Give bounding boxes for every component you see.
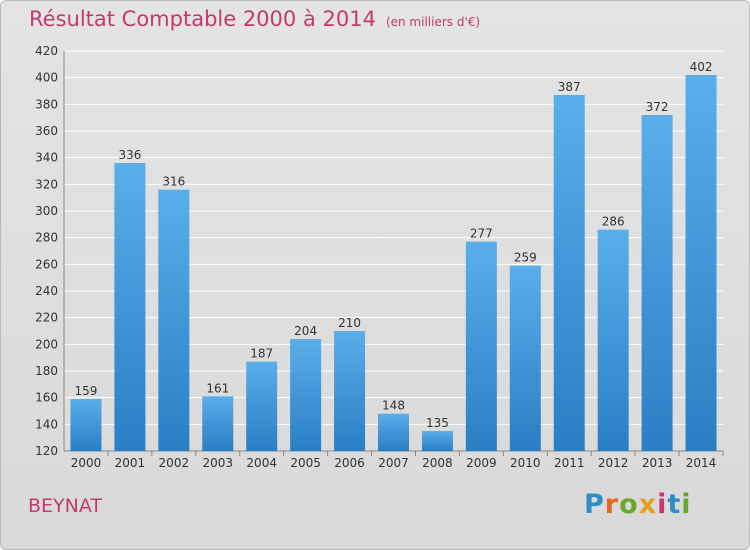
bar — [290, 339, 322, 451]
y-tick-label: 280 — [35, 231, 58, 245]
data-label: 159 — [75, 384, 98, 398]
data-label: 259 — [514, 251, 537, 265]
data-label: 402 — [690, 60, 713, 74]
bar — [334, 331, 366, 451]
bar — [465, 241, 497, 451]
logo-letter: t — [667, 489, 682, 520]
x-tick-label: 2008 — [422, 456, 453, 470]
bar — [553, 95, 585, 451]
x-tick-label: 2013 — [642, 456, 673, 470]
x-tick-label: 2014 — [686, 456, 717, 470]
bar — [641, 115, 673, 451]
x-tick-label: 2005 — [290, 456, 321, 470]
x-tick-label: 2002 — [159, 456, 190, 470]
data-label: 161 — [206, 381, 229, 395]
data-label: 286 — [602, 215, 625, 229]
data-label: 148 — [382, 399, 405, 413]
x-tick-label: 2010 — [510, 456, 541, 470]
data-label: 187 — [250, 347, 273, 361]
bar — [70, 399, 102, 451]
logo-letter: o — [619, 489, 639, 520]
y-tick-label: 140 — [35, 417, 58, 431]
commune-name: BEYNAT — [28, 495, 102, 517]
chart-title: Résultat Comptable 2000 à 2014 — [29, 7, 376, 31]
logo-letter: i — [657, 489, 668, 520]
proxiti-logo: Proxiti — [584, 489, 692, 520]
x-tick-label: 2007 — [378, 456, 409, 470]
y-tick-label: 300 — [35, 204, 58, 218]
x-tick-label: 2012 — [598, 456, 629, 470]
y-tick-label: 240 — [35, 284, 58, 298]
x-tick-label: 2011 — [554, 456, 585, 470]
unit-note: (en milliers d'€) — [385, 15, 481, 29]
y-tick-label: 400 — [35, 71, 58, 85]
bar — [421, 431, 453, 451]
data-label: 210 — [338, 316, 361, 330]
data-label: 316 — [162, 175, 185, 189]
chart-title-block: Résultat Comptable 2000 à 2014 (en millie… — [29, 7, 480, 31]
bar — [202, 396, 234, 451]
y-tick-label: 380 — [35, 97, 58, 111]
y-tick-label: 160 — [35, 391, 58, 405]
data-label: 277 — [470, 227, 493, 241]
x-tick-label: 2001 — [115, 456, 146, 470]
logo-letter: r — [604, 489, 620, 520]
x-tick-label: 2006 — [334, 456, 365, 470]
bar — [685, 75, 717, 451]
y-tick-label: 120 — [35, 444, 58, 458]
y-tick-label: 260 — [35, 257, 58, 271]
data-label: 372 — [646, 100, 669, 114]
y-tick-label: 360 — [35, 124, 58, 138]
bar — [509, 265, 541, 451]
data-label: 336 — [118, 148, 141, 162]
y-tick-label: 340 — [35, 151, 58, 165]
bar — [378, 413, 409, 451]
logo-letter: i — [681, 489, 692, 520]
y-tick-label: 180 — [35, 364, 58, 378]
bar — [597, 229, 629, 451]
y-tick-label: 420 — [35, 44, 58, 58]
x-tick-label: 2003 — [202, 456, 233, 470]
x-tick-label: 2000 — [71, 456, 102, 470]
data-label: 387 — [558, 80, 581, 94]
bar — [114, 163, 146, 451]
x-tick-label: 2004 — [246, 456, 277, 470]
x-tick-label: 2009 — [466, 456, 497, 470]
y-tick-label: 200 — [35, 337, 58, 351]
logo-letter: P — [584, 489, 605, 520]
data-label: 204 — [294, 324, 317, 338]
bar — [158, 189, 190, 451]
y-tick-label: 320 — [35, 177, 58, 191]
data-label: 135 — [426, 416, 449, 430]
y-tick-label: 220 — [35, 311, 58, 325]
bar — [246, 361, 278, 451]
logo-letter: x — [638, 489, 658, 520]
